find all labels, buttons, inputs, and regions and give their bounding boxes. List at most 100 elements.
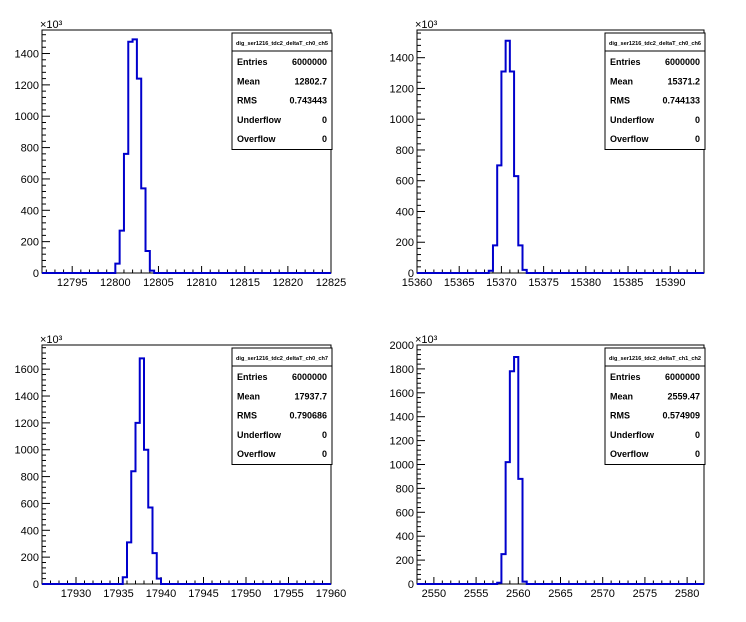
- y-tick-label: 1000: [15, 111, 39, 123]
- stats-value: 0.790686: [289, 411, 327, 421]
- stats-value: 2559.47: [667, 391, 700, 401]
- y-tick-label: 600: [396, 507, 414, 519]
- histogram-bin-8: [153, 553, 157, 584]
- stats-label: RMS: [237, 411, 257, 421]
- histogram-bin-9: [150, 271, 154, 273]
- stats-value: 0: [695, 115, 700, 125]
- stats-label: Entries: [237, 372, 268, 382]
- stats-box: [231, 347, 333, 465]
- histogram-bin-8: [518, 245, 522, 273]
- histogram-panel-1: 12795 12800 12805 12810 12815 12820 12825 0 200 4…: [15, 19, 347, 289]
- histogram-outline: [417, 355, 704, 585]
- x-tick-label: 2560: [506, 588, 530, 600]
- x-tick-label: 12805: [143, 277, 174, 289]
- x-tick-label: 15360: [402, 277, 433, 289]
- y-tick-label: 800: [396, 483, 414, 495]
- histogram-bin-7: [514, 176, 518, 273]
- histogram-bin-9: [523, 270, 527, 273]
- stats-label: Overflow: [237, 134, 277, 144]
- y-tick-label: 1200: [390, 83, 414, 95]
- stats-label: Entries: [610, 372, 641, 382]
- x-tick-label: 2580: [675, 588, 699, 600]
- histogram-bin-8: [146, 251, 150, 273]
- y-tick-label: 800: [396, 145, 414, 157]
- y-tick-label: 1400: [15, 49, 39, 61]
- histogram-panel-3: 17930 17935 17940 17945 17950 17955 17960 0 200 4…: [15, 334, 347, 600]
- y-tick-label: 0: [33, 579, 39, 591]
- stats-label: Mean: [610, 391, 633, 401]
- stats-label: RMS: [610, 96, 630, 106]
- x-tick-label: 12820: [273, 277, 304, 289]
- stats-label: Underflow: [237, 430, 282, 440]
- histogram-bin-7: [523, 582, 527, 584]
- histogram-bin-3: [131, 471, 135, 584]
- y-tick-label: 1200: [15, 418, 39, 430]
- x-tick-label: 15375: [528, 277, 559, 289]
- stats-label: Underflow: [610, 115, 655, 125]
- histogram-bin-6: [518, 479, 522, 584]
- histogram-bin-9: [157, 579, 161, 584]
- x-tick-label: 17940: [146, 588, 177, 600]
- stats-label: Underflow: [610, 430, 655, 440]
- stats-box: [604, 347, 706, 465]
- histogram-bin-1: [489, 271, 493, 273]
- y-tick-label: 1600: [15, 364, 39, 376]
- y-tick-label: 600: [21, 174, 39, 186]
- y-tick-label: 600: [21, 498, 39, 510]
- histogram-bin-4: [501, 72, 505, 273]
- stats-value: 6000000: [665, 372, 700, 382]
- histogram-bin-3: [124, 154, 128, 273]
- x-tick-label: 17960: [316, 588, 347, 600]
- x-tick-label: 2550: [422, 588, 446, 600]
- stats-value: 6000000: [665, 57, 700, 67]
- stats-label: Overflow: [237, 449, 277, 459]
- histogram-bin-3: [497, 165, 501, 273]
- stats-label: Entries: [610, 57, 641, 67]
- stats-value: 15371.2: [667, 76, 700, 86]
- stats-value: 12802.7: [294, 76, 327, 86]
- histogram-bin-6: [510, 72, 514, 273]
- stats-label: Mean: [610, 76, 633, 86]
- y-tick-label: 400: [396, 531, 414, 543]
- histogram-bin-6: [137, 79, 141, 273]
- stats-value: 0: [322, 134, 327, 144]
- x-tick-label: 15370: [486, 277, 517, 289]
- y-tick-label: 1000: [390, 460, 414, 472]
- stats-box: [231, 32, 333, 150]
- histogram-bin-4: [128, 42, 132, 273]
- y-multiplier-label: ×10³: [415, 334, 438, 346]
- stats-label: Mean: [237, 391, 260, 401]
- stats-value: 0.574909: [662, 411, 700, 421]
- y-tick-label: 200: [21, 552, 39, 564]
- y-tick-label: 800: [21, 472, 39, 484]
- y-tick-label: 400: [396, 206, 414, 218]
- y-tick-label: 1400: [390, 53, 414, 65]
- y-tick-label: 1000: [390, 114, 414, 126]
- histogram-bin-2: [493, 245, 497, 273]
- y-multiplier-label: ×10³: [40, 334, 63, 346]
- stats-label: RMS: [237, 96, 257, 106]
- y-tick-label: 0: [408, 268, 414, 280]
- histogram-bin-4: [136, 423, 140, 584]
- histogram-title: dig_ser1216_tdc2_deltaT_ch0_ch5: [236, 41, 328, 47]
- histogram-panel-2: 15360 15365 15370 15375 15380 15385 15390 0 200 4…: [390, 19, 706, 289]
- y-tick-label: 1400: [15, 391, 39, 403]
- y-tick-label: 1200: [390, 436, 414, 448]
- histogram-outline: [42, 357, 331, 585]
- stats-label: Entries: [237, 57, 268, 67]
- histogram-bin-2: [120, 231, 124, 273]
- y-tick-label: 400: [21, 205, 39, 217]
- x-tick-label: 12815: [229, 277, 260, 289]
- x-tick-label: 2555: [464, 588, 488, 600]
- stats-value: 0: [695, 449, 700, 459]
- stats-value: 0: [695, 134, 700, 144]
- stats-label: RMS: [610, 411, 630, 421]
- histogram-bin-1: [497, 583, 501, 584]
- histogram-title: dig_ser1216_tdc2_deltaT_ch0_ch7: [236, 356, 328, 362]
- histogram-bin-1: [123, 577, 127, 584]
- histogram-bin-3: [506, 462, 510, 584]
- stats-value: 6000000: [292, 372, 327, 382]
- x-tick-label: 2565: [548, 588, 572, 600]
- x-tick-label: 15365: [444, 277, 475, 289]
